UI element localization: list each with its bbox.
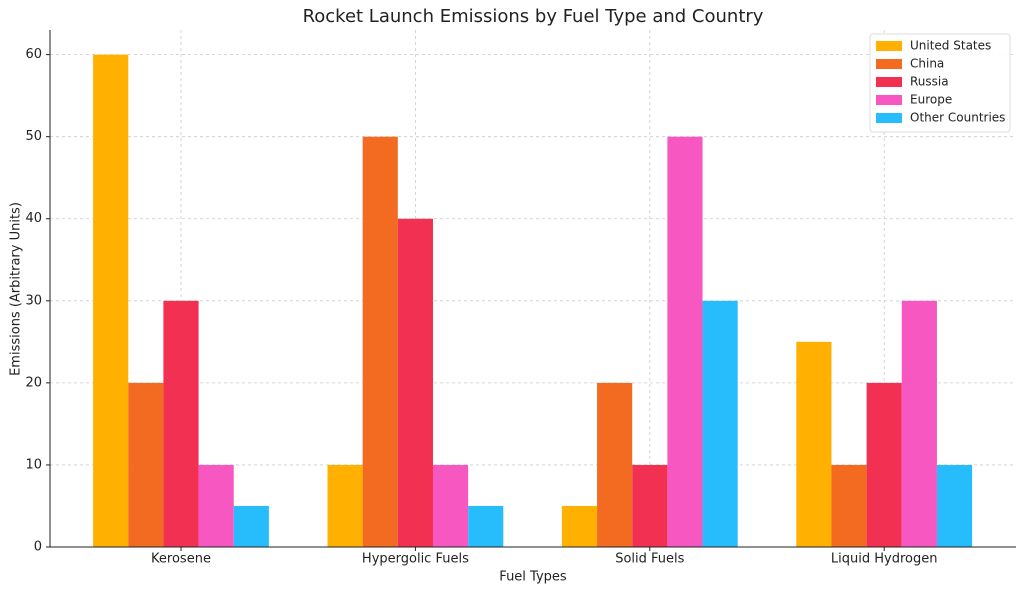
- legend-swatch: [876, 41, 902, 51]
- y-tick-label: 60: [25, 47, 42, 62]
- y-tick-label: 10: [25, 457, 42, 472]
- y-tick-label: 30: [25, 293, 42, 308]
- y-tick-label: 50: [25, 129, 42, 144]
- bar: [702, 300, 738, 547]
- x-axis-label: Fuel Types: [499, 570, 567, 585]
- bar: [468, 505, 504, 547]
- chart-title: Rocket Launch Emissions by Fuel Type and…: [303, 6, 764, 27]
- legend-swatch: [876, 77, 902, 87]
- x-tick-label: Liquid Hydrogen: [831, 552, 938, 567]
- x-tick-label: Kerosene: [151, 552, 211, 567]
- bar: [233, 505, 269, 547]
- bar: [362, 136, 398, 547]
- bar: [397, 218, 433, 547]
- y-axis-label: Emissions (Arbitrary Units): [9, 202, 24, 376]
- y-tick-label: 0: [34, 540, 42, 555]
- x-tick-label: Solid Fuels: [615, 552, 684, 567]
- bar: [632, 464, 668, 547]
- bar: [561, 505, 598, 547]
- bar: [93, 54, 129, 547]
- y-tick-label: 20: [25, 375, 42, 390]
- legend-box: [869, 33, 1011, 133]
- legend-swatch: [876, 95, 902, 105]
- legend-label: China: [910, 57, 944, 71]
- bar: [327, 464, 363, 547]
- bar: [163, 300, 199, 547]
- bar: [667, 136, 703, 547]
- legend-label: Other Countries: [910, 111, 1005, 125]
- bar: [866, 382, 902, 547]
- x-tick-label: Hypergolic Fuels: [362, 552, 469, 567]
- bar: [796, 341, 832, 547]
- y-tick-label: 40: [25, 211, 42, 226]
- bar: [831, 464, 867, 547]
- legend-swatch: [876, 59, 902, 69]
- bar: [128, 382, 164, 547]
- bar: [901, 300, 937, 547]
- bar: [597, 382, 633, 547]
- legend-label: United States: [910, 39, 991, 53]
- legend-label: Europe: [910, 93, 952, 107]
- legend-swatch: [876, 113, 902, 123]
- legend-label: Russia: [910, 75, 949, 89]
- bar: [936, 464, 973, 547]
- bar: [198, 464, 234, 547]
- bar: [432, 464, 469, 547]
